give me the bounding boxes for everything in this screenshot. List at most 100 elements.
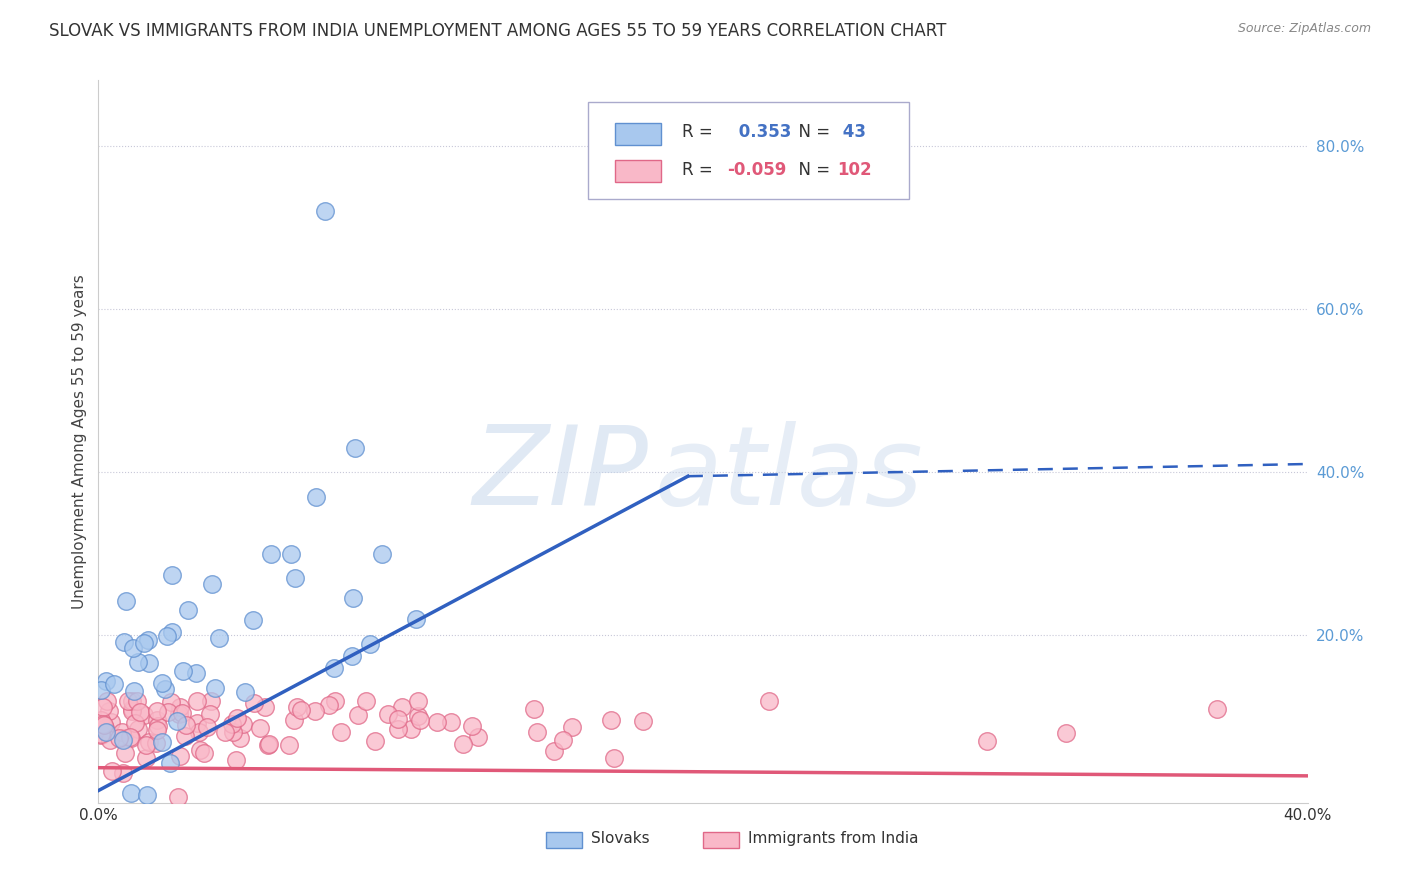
Point: [561, 720, 583, 734]
Point: [340, 649, 363, 664]
Point: [112, 765, 135, 780]
Text: 43: 43: [837, 123, 866, 141]
Point: [146, 723, 169, 738]
Point: [96, 694, 118, 708]
Point: [108, 731, 131, 746]
Point: [177, 603, 200, 617]
Point: [114, 746, 136, 760]
Point: [93, 718, 115, 732]
Point: [138, 656, 160, 670]
Point: [169, 748, 191, 763]
Point: [146, 704, 169, 718]
Point: [96, 725, 118, 739]
Point: [121, 702, 143, 716]
Point: [318, 698, 340, 712]
Text: R =: R =: [682, 123, 718, 141]
FancyBboxPatch shape: [614, 122, 661, 145]
Point: [208, 631, 231, 645]
Point: [94, 721, 117, 735]
Point: [758, 694, 780, 708]
Point: [225, 753, 247, 767]
Point: [124, 716, 146, 731]
Point: [124, 684, 146, 698]
Point: [172, 665, 194, 679]
Point: [138, 735, 160, 749]
Point: [90, 728, 112, 742]
Point: [112, 731, 135, 746]
Point: [461, 719, 484, 733]
Point: [354, 694, 377, 708]
Text: R =: R =: [682, 161, 718, 179]
Text: Slovaks: Slovaks: [591, 831, 650, 847]
Point: [134, 708, 156, 723]
Point: [159, 756, 181, 770]
Point: [387, 722, 409, 736]
Point: [94, 674, 117, 689]
Point: [188, 725, 211, 739]
Point: [150, 676, 173, 690]
Text: ZIP: ZIP: [472, 420, 648, 527]
Point: [426, 714, 449, 729]
Point: [156, 629, 179, 643]
Point: [156, 705, 179, 719]
Text: SLOVAK VS IMMIGRANTS FROM INDIA UNEMPLOYMENT AMONG AGES 55 TO 59 YEARS CORRELATI: SLOVAK VS IMMIGRANTS FROM INDIA UNEMPLOY…: [49, 22, 946, 40]
Point: [111, 732, 134, 747]
Point: [121, 704, 143, 718]
Point: [1206, 702, 1229, 716]
Point: [111, 725, 134, 739]
Point: [101, 764, 124, 778]
Point: [166, 790, 188, 805]
Point: [91, 717, 114, 731]
Point: [257, 738, 280, 752]
Text: 102: 102: [837, 161, 872, 179]
Point: [467, 730, 489, 744]
Y-axis label: Unemployment Among Ages 55 to 59 years: Unemployment Among Ages 55 to 59 years: [72, 274, 87, 609]
Point: [127, 655, 149, 669]
Point: [115, 594, 138, 608]
Point: [98, 733, 121, 747]
Point: [280, 547, 302, 561]
Point: [232, 717, 254, 731]
Text: 0.353: 0.353: [734, 123, 792, 141]
Text: N =: N =: [787, 161, 835, 179]
Point: [277, 739, 299, 753]
FancyBboxPatch shape: [614, 161, 661, 182]
Point: [93, 723, 115, 738]
Point: [451, 737, 474, 751]
Point: [121, 694, 143, 708]
Point: [229, 731, 252, 745]
Point: [103, 677, 125, 691]
Point: [121, 786, 143, 800]
Point: [100, 714, 122, 729]
Point: [170, 706, 193, 720]
Point: [150, 735, 173, 749]
Text: atlas: atlas: [655, 420, 924, 527]
FancyBboxPatch shape: [546, 832, 582, 848]
Text: N =: N =: [787, 123, 835, 141]
Point: [221, 717, 243, 731]
Point: [97, 704, 120, 718]
Point: [329, 725, 352, 739]
Point: [976, 734, 998, 748]
Point: [121, 640, 143, 655]
Point: [406, 708, 429, 723]
Point: [186, 716, 208, 731]
Point: [253, 699, 276, 714]
Point: [391, 700, 413, 714]
Point: [344, 441, 367, 455]
Point: [387, 712, 409, 726]
Point: [117, 694, 139, 708]
Point: [201, 577, 224, 591]
Point: [153, 681, 176, 696]
Point: [174, 717, 197, 731]
Point: [167, 706, 190, 721]
Point: [233, 685, 256, 699]
Point: [314, 203, 336, 218]
Point: [193, 746, 215, 760]
FancyBboxPatch shape: [588, 102, 908, 200]
Point: [522, 702, 544, 716]
Point: [184, 666, 207, 681]
Point: [290, 703, 312, 717]
Point: [285, 699, 308, 714]
Point: [136, 632, 159, 647]
